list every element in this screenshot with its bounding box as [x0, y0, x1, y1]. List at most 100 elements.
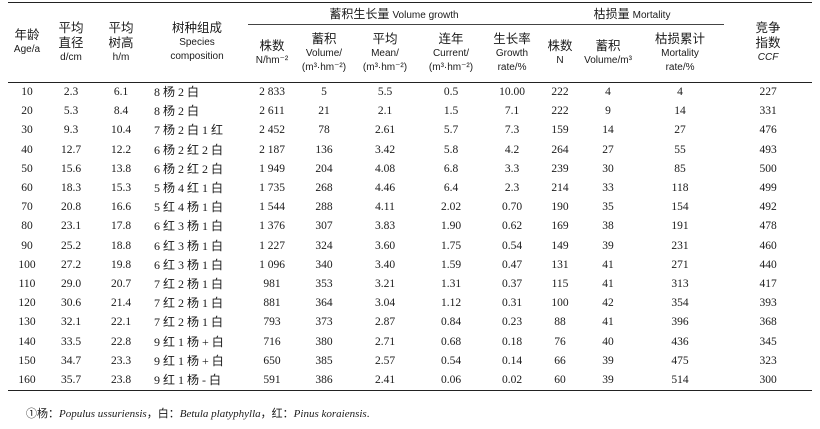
volume-cell: 373	[315, 316, 333, 329]
density-cell: 1 376	[259, 220, 285, 233]
table-row: 90 25.2 18.8 6 红 3 杨 1 白 1 227 324 3.60 1.75 0.5…	[8, 237, 812, 256]
mortality-cumulative-cell: 27	[674, 124, 686, 137]
mortality-volume-cell: 14	[602, 124, 614, 137]
table-row: 50 15.6 13.8 6 杨 2 红 2 白 1 949 204 4.08 6.8 3.3 2…	[8, 160, 812, 179]
mean-dbh-cell: 20.8	[60, 201, 82, 214]
mortality-n-cell: 76	[554, 335, 566, 348]
growth-rate-cell: 0.14	[501, 354, 523, 367]
mean-height-cell: 19.8	[110, 258, 132, 271]
growth-rate-cell: 0.70	[501, 201, 523, 214]
volume-cell: 204	[315, 162, 333, 175]
ccf-cell: 393	[759, 297, 777, 310]
species-composition-cell: 7 红 2 杨 1 白	[154, 296, 224, 311]
mortality-volume-cell: 27	[602, 143, 614, 156]
species-composition-cell: 8 杨 2 白	[154, 85, 200, 100]
growth-rate-cell: 0.62	[501, 220, 523, 233]
table-row: 140 33.5 22.8 9 红 1 杨 + 白 716 380 2.71 0.68 0.18…	[8, 332, 812, 351]
volume-growth-group-en: Volume growth	[392, 10, 459, 21]
growth-rate-cell: 0.47	[501, 258, 523, 271]
species-composition-cell: 7 红 2 杨 1 白	[154, 315, 224, 330]
mean-growth-cell: 3.60	[374, 239, 396, 252]
species-composition-cell: 5 杨 4 红 1 白	[154, 181, 224, 196]
growth-rate-cell: 4.2	[504, 143, 520, 156]
mortality-cum-header-en2: rate/%	[665, 62, 695, 73]
ccf-cell: 300	[759, 373, 777, 386]
age-cell: 140	[18, 335, 36, 348]
age-header-cn: 年龄	[14, 28, 40, 42]
growth-rate-cell: 0.02	[501, 373, 523, 386]
age-cell: 40	[21, 143, 33, 156]
mean-growth-cell: 2.57	[374, 354, 396, 367]
ccf-header-cn1: 竞争	[755, 20, 781, 35]
height-header-cn1: 平均	[108, 20, 134, 35]
mortality-cumulative-cell: 231	[671, 239, 689, 252]
table-row: 10 2.3 6.1 8 杨 2 白 2 833 5 5.5 0.5 10.00 222 4 4 227	[8, 83, 812, 103]
footnote-prefix: ①杨：	[26, 408, 59, 420]
mortality-n-cell: 169	[551, 220, 569, 233]
growth-rate-header-en2: rate/%	[497, 62, 527, 73]
current-growth-cell: 0.54	[440, 354, 462, 367]
dbh-header-en: d/cm	[60, 51, 82, 63]
density-cell: 591	[263, 373, 281, 386]
mean-dbh-cell: 15.6	[60, 162, 82, 175]
mean-dbh-cell: 18.3	[60, 182, 82, 195]
age-header: 年龄 Age/a	[8, 2, 46, 83]
height-header-en: h/m	[112, 51, 130, 63]
mortality-cumulative-cell: 354	[671, 297, 689, 310]
mortality-volume-cell: 41	[602, 316, 614, 329]
mean-height-cell: 23.8	[110, 373, 132, 386]
growth-rate-cell: 10.00	[499, 86, 525, 99]
growth-rate-cell: 0.18	[501, 335, 523, 348]
mean-growth-cell: 5.5	[377, 86, 393, 99]
mean-growth-cell: 4.11	[375, 201, 395, 214]
mortality-volume-cell: 42	[602, 297, 614, 310]
volume-cell: 353	[315, 277, 333, 290]
mortality-volume-cell: 41	[602, 258, 614, 271]
mortality-n-cell: 100	[551, 297, 569, 310]
mortality-n-header-en: N	[556, 55, 564, 66]
current-growth-cell: 1.90	[440, 220, 462, 233]
height-header-cn2: 树高	[108, 35, 134, 50]
growth-rate-cell: 0.23	[501, 316, 523, 329]
density-cell: 1 544	[259, 201, 285, 214]
mean-growth-cell: 2.1	[377, 105, 393, 118]
height-header: 平均 树高 h/m	[96, 2, 146, 83]
mean-height-cell: 10.4	[110, 124, 132, 137]
volume-cell: 268	[315, 182, 333, 195]
growth-rate-cell: 7.3	[504, 124, 520, 137]
mortality-n-cell: 115	[551, 277, 569, 290]
mean-growth-cell: 3.40	[374, 258, 396, 271]
current-growth-cell: 0.5	[443, 86, 459, 99]
dbh-header: 平均 直径 d/cm	[46, 2, 96, 83]
mortality-cumulative-cell: 396	[671, 316, 689, 329]
age-cell: 130	[18, 316, 36, 329]
species-composition-cell: 6 杨 2 红 2 白	[154, 161, 224, 176]
species-composition-cell: 9 红 1 杨 + 白	[154, 353, 224, 368]
age-cell: 80	[21, 220, 33, 233]
mean-height-cell: 17.8	[110, 220, 132, 233]
current-growth-cell: 2.02	[440, 201, 462, 214]
ccf-cell: 460	[759, 239, 777, 252]
mortality-group-cn: 枯损量	[593, 7, 630, 21]
mortality-n-cell: 149	[551, 239, 569, 252]
table-row: 150 34.7 23.3 9 红 1 杨 + 白 650 385 2.57 0.54 0.14…	[8, 352, 812, 371]
species-composition-cell: 6 杨 2 红 2 白	[154, 142, 224, 157]
table-row: 80 23.1 17.8 6 红 3 杨 1 白 1 376 307 3.83 1.90 0.6…	[8, 217, 812, 236]
mean-height-cell: 15.3	[110, 182, 132, 195]
density-cell: 2 187	[259, 143, 285, 156]
current-growth-cell: 6.4	[443, 182, 459, 195]
mortality-cumulative-cell: 271	[671, 258, 689, 271]
volume-cell: 288	[315, 201, 333, 214]
table-row: 60 18.3 15.3 5 杨 4 红 1 白 1 735 268 4.46 6.4 2.3 2…	[8, 179, 812, 198]
current-header-en2: (m³·hm⁻²)	[428, 62, 474, 73]
volume-cell: 136	[315, 143, 333, 156]
ccf-cell: 499	[759, 182, 777, 195]
table-row: 160 35.7 23.8 9 红 1 杨 - 白 591 386 2.41 0.06 0.02…	[8, 371, 813, 391]
mean-dbh-cell: 27.2	[60, 258, 82, 271]
mean-dbh-cell: 12.7	[60, 143, 82, 156]
density-cell: 1 735	[259, 182, 285, 195]
current-growth-cell: 1.59	[440, 258, 462, 271]
mean-header-en2: (m³·hm⁻²)	[362, 62, 408, 73]
mortality-cumulative-cell: 154	[671, 201, 689, 214]
table-row: 110 29.0 20.7 7 红 2 杨 1 白 981 353 3.21 1.31 0.37…	[8, 275, 812, 294]
